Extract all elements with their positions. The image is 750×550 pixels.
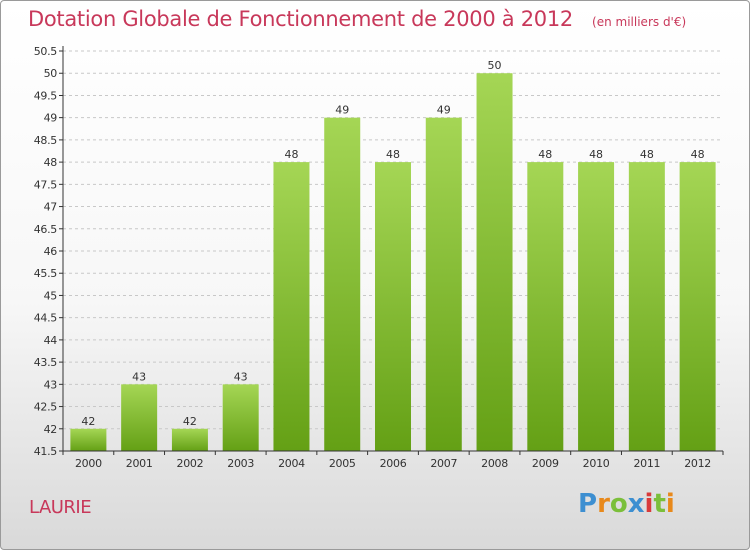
data-label: 50 [488,59,502,72]
logo-letter: P [578,489,598,519]
logo-letter: i [644,489,654,519]
bars [70,73,716,452]
y-tick-label: 43.5 [34,356,58,369]
x-tick-label: 2004 [278,457,305,470]
bar [222,384,259,451]
x-tick-label: 2002 [177,457,204,470]
x-tick-label: 2003 [227,457,254,470]
x-tick-label: 2012 [684,457,711,470]
x-tick-label: 2006 [380,457,407,470]
bar [121,384,158,451]
bar [273,162,310,451]
y-tick-label: 49 [44,112,58,125]
x-tick-label: 2005 [329,457,356,470]
bar [324,117,361,452]
x-tick-label: 2000 [75,457,102,470]
data-label: 42 [183,415,197,428]
bar [578,162,615,451]
x-tick-label: 2001 [126,457,153,470]
x-tick-label: 2008 [481,457,508,470]
bar [628,162,665,451]
bar [375,162,411,451]
bar [476,73,513,451]
y-tick-label: 44 [44,334,58,347]
data-label: 49 [335,104,349,117]
bar [70,428,107,451]
y-tick-label: 44.5 [34,312,58,325]
bar [425,117,462,452]
logo-letter: x [627,489,645,519]
commune-name: LAURIE [29,497,92,518]
data-label: 49 [437,104,451,117]
y-tick-label: 45.5 [34,267,58,280]
logo-letter: i [665,489,675,519]
bar [679,162,716,451]
title-block: Dotation Globale de Fonctionnement de 20… [28,7,686,31]
axes [59,46,724,455]
y-tick-label: 41.5 [34,445,58,458]
y-tick-label: 43 [44,378,58,391]
data-label: 48 [386,148,400,161]
data-label: 42 [81,415,95,428]
x-tick-label: 2007 [430,457,457,470]
data-label: 43 [234,370,248,383]
y-tick-label: 42.5 [34,401,58,414]
x-tick-label: 2011 [633,457,660,470]
x-tick-label: 2010 [583,457,610,470]
data-label: 43 [132,370,146,383]
data-label: 48 [589,148,603,161]
y-tick-label: 50 [44,67,58,80]
labels: 41.5 42 42.5 43 43.5 44 44.5 45 45.5 46 46.5 47 47.5… [34,45,712,470]
y-tick-label: 48 [44,156,58,169]
y-tick-label: 47.5 [34,178,58,191]
chart-title: Dotation Globale de Fonctionnement de 20… [28,7,573,31]
data-label: 48 [284,148,298,161]
y-tick-label: 47 [44,201,58,214]
y-tick-label: 46.5 [34,223,58,236]
y-tick-label: 45 [44,289,58,302]
y-tick-label: 46 [44,245,58,258]
proxiti-logo: Proxiti [578,489,675,519]
y-tick-label: 49.5 [34,89,58,102]
logo-letter: o [609,489,628,519]
y-tick-label: 50.5 [34,45,58,58]
data-label: 48 [538,148,552,161]
data-label: 48 [691,148,705,161]
chart-subtitle: (en milliers d'€) [592,15,687,29]
y-tick-label: 48.5 [34,134,58,147]
logo-letter: r [597,489,610,519]
bar [171,428,208,451]
logo-letter: t [653,489,666,519]
bar [527,162,564,451]
y-tick-label: 42 [44,423,57,436]
data-label: 48 [640,148,654,161]
x-tick-label: 2009 [532,457,559,470]
